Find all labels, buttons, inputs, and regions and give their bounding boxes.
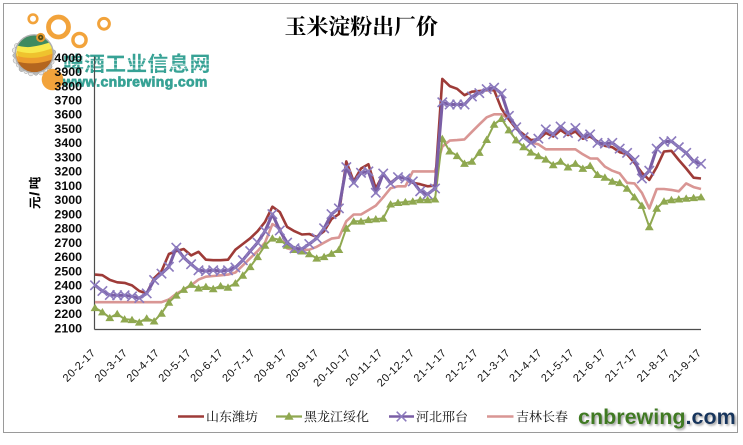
svg-text:2600: 2600 <box>54 250 82 264</box>
svg-text:3000: 3000 <box>54 193 82 207</box>
svg-text:3800: 3800 <box>54 79 82 93</box>
svg-text:3200: 3200 <box>54 165 82 179</box>
svg-text:www.cnbrewing.com: www.cnbrewing.com <box>62 74 208 90</box>
svg-text:cnbrewing.com: cnbrewing.com <box>578 405 736 429</box>
svg-text:2300: 2300 <box>54 293 82 307</box>
svg-text:3100: 3100 <box>54 179 82 193</box>
svg-text:3300: 3300 <box>54 151 82 165</box>
svg-text:4000: 4000 <box>54 51 82 65</box>
svg-text:2400: 2400 <box>54 279 82 293</box>
svg-text:3900: 3900 <box>54 65 82 79</box>
svg-text:2500: 2500 <box>54 264 82 278</box>
svg-text:2800: 2800 <box>54 222 82 236</box>
svg-text:2900: 2900 <box>54 207 82 221</box>
svg-text:2100: 2100 <box>54 321 82 335</box>
svg-text:3400: 3400 <box>54 136 82 150</box>
svg-text:2700: 2700 <box>54 236 82 250</box>
svg-text:/: / <box>28 192 42 196</box>
svg-text:3600: 3600 <box>54 108 82 122</box>
svg-text:3700: 3700 <box>54 94 82 108</box>
svg-text:2200: 2200 <box>54 307 82 321</box>
svg-text:3500: 3500 <box>54 122 82 136</box>
